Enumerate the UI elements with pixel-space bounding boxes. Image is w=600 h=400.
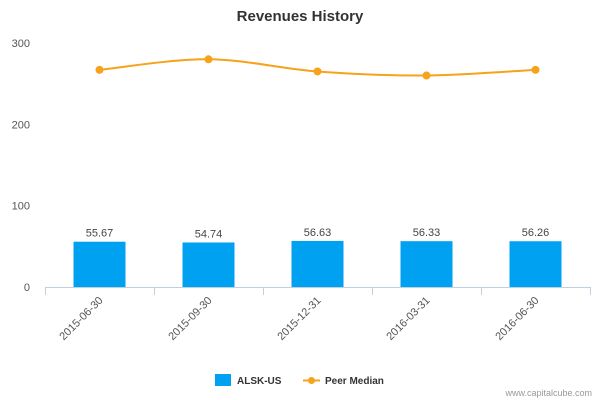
y-tick-label: 200 [12,119,30,131]
peer-median-point-2015-12-31[interactable] [313,67,322,76]
bar-2016-03-31[interactable] [400,241,453,287]
x-tick-label: 2016-06-30 [493,295,541,343]
legend-swatch-peer-median-marker [308,377,315,384]
legend-swatch-alsk-us [215,374,231,386]
y-axis: 0 100 200 300 [12,38,30,294]
x-tick-label: 2015-06-30 [57,295,105,343]
bar-2016-06-30[interactable] [509,241,562,287]
peer-median-point-2016-03-31[interactable] [422,71,431,80]
peer-median-series [95,55,540,80]
source-credit: www.capitalcube.com [504,388,592,398]
peer-median-point-2015-09-30[interactable] [204,55,213,64]
bar-data-label: 56.33 [413,227,441,239]
bar-2015-06-30[interactable] [73,241,126,287]
bar-series [73,240,562,287]
bar-data-label: 56.26 [522,227,550,239]
y-tick-label: 100 [12,201,30,213]
legend: ALSK-US Peer Median [215,374,384,387]
bar-data-labels: 55.67 54.74 56.63 56.33 56.26 [86,227,550,241]
bar-data-label: 55.67 [86,228,114,240]
y-tick-label: 300 [12,38,30,50]
legend-label-peer-median[interactable]: Peer Median [325,376,384,387]
y-tick-label: 0 [24,282,30,294]
bar-data-label: 54.74 [195,228,223,240]
peer-median-point-2015-06-30[interactable] [95,65,104,74]
x-axis: 2015-06-30 2015-09-30 2015-12-31 2016-03-31… [45,287,591,343]
x-tick-label: 2015-09-30 [166,295,214,343]
x-tick-label: 2016-03-31 [384,295,432,343]
peer-median-point-2016-06-30[interactable] [531,65,540,74]
x-tick-label: 2015-12-31 [275,295,323,343]
chart-title: Revenues History [237,8,364,25]
bar-2015-09-30[interactable] [182,242,235,287]
legend-label-alsk-us[interactable]: ALSK-US [237,376,282,387]
bar-data-label: 56.63 [304,227,332,239]
bar-2015-12-31[interactable] [291,240,344,287]
